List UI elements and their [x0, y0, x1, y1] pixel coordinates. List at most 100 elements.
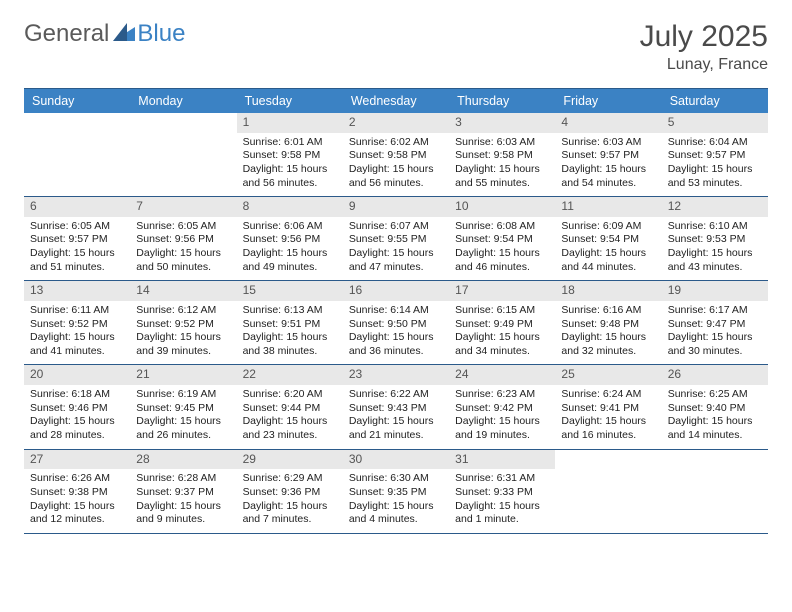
day-number: 16	[343, 281, 449, 301]
header: General Blue July 2025 Lunay, France	[24, 20, 768, 74]
day-cell: 3Sunrise: 6:03 AMSunset: 9:58 PMDaylight…	[449, 113, 555, 196]
day-number: 11	[555, 197, 661, 217]
day-number: 7	[130, 197, 236, 217]
day-cell: 4Sunrise: 6:03 AMSunset: 9:57 PMDaylight…	[555, 113, 661, 196]
day-body: Sunrise: 6:14 AMSunset: 9:50 PMDaylight:…	[343, 301, 449, 365]
day-body: Sunrise: 6:13 AMSunset: 9:51 PMDaylight:…	[237, 301, 343, 365]
day-number	[130, 113, 236, 133]
day-number: 24	[449, 365, 555, 385]
week-row: 27Sunrise: 6:26 AMSunset: 9:38 PMDayligh…	[24, 450, 768, 534]
day-number: 20	[24, 365, 130, 385]
day-header: Sunday	[24, 89, 130, 113]
location: Lunay, France	[640, 56, 768, 74]
day-cell: 19Sunrise: 6:17 AMSunset: 9:47 PMDayligh…	[662, 281, 768, 364]
day-number: 6	[24, 197, 130, 217]
day-number: 17	[449, 281, 555, 301]
day-cell: 7Sunrise: 6:05 AMSunset: 9:56 PMDaylight…	[130, 197, 236, 280]
day-number: 8	[237, 197, 343, 217]
day-number: 13	[24, 281, 130, 301]
day-cell: 5Sunrise: 6:04 AMSunset: 9:57 PMDaylight…	[662, 113, 768, 196]
week-row: 13Sunrise: 6:11 AMSunset: 9:52 PMDayligh…	[24, 281, 768, 365]
day-body: Sunrise: 6:18 AMSunset: 9:46 PMDaylight:…	[24, 385, 130, 449]
day-cell: 28Sunrise: 6:28 AMSunset: 9:37 PMDayligh…	[130, 450, 236, 533]
day-body: Sunrise: 6:20 AMSunset: 9:44 PMDaylight:…	[237, 385, 343, 449]
day-number: 5	[662, 113, 768, 133]
day-header: Wednesday	[343, 89, 449, 113]
day-cell: 1Sunrise: 6:01 AMSunset: 9:58 PMDaylight…	[237, 113, 343, 196]
day-body: Sunrise: 6:07 AMSunset: 9:55 PMDaylight:…	[343, 217, 449, 281]
day-cell: 17Sunrise: 6:15 AMSunset: 9:49 PMDayligh…	[449, 281, 555, 364]
day-cell: 14Sunrise: 6:12 AMSunset: 9:52 PMDayligh…	[130, 281, 236, 364]
day-body: Sunrise: 6:12 AMSunset: 9:52 PMDaylight:…	[130, 301, 236, 365]
week-row: 6Sunrise: 6:05 AMSunset: 9:57 PMDaylight…	[24, 197, 768, 281]
day-cell	[24, 113, 130, 196]
day-body: Sunrise: 6:31 AMSunset: 9:33 PMDaylight:…	[449, 469, 555, 533]
day-cell: 8Sunrise: 6:06 AMSunset: 9:56 PMDaylight…	[237, 197, 343, 280]
day-number: 30	[343, 450, 449, 470]
day-body: Sunrise: 6:15 AMSunset: 9:49 PMDaylight:…	[449, 301, 555, 365]
day-number: 15	[237, 281, 343, 301]
day-number: 3	[449, 113, 555, 133]
day-body: Sunrise: 6:05 AMSunset: 9:56 PMDaylight:…	[130, 217, 236, 281]
day-body: Sunrise: 6:02 AMSunset: 9:58 PMDaylight:…	[343, 133, 449, 197]
day-body: Sunrise: 6:22 AMSunset: 9:43 PMDaylight:…	[343, 385, 449, 449]
calendar: SundayMondayTuesdayWednesdayThursdayFrid…	[24, 88, 768, 534]
day-body: Sunrise: 6:05 AMSunset: 9:57 PMDaylight:…	[24, 217, 130, 281]
day-cell: 11Sunrise: 6:09 AMSunset: 9:54 PMDayligh…	[555, 197, 661, 280]
logo-mark-icon	[113, 23, 135, 46]
day-body: Sunrise: 6:04 AMSunset: 9:57 PMDaylight:…	[662, 133, 768, 197]
day-body: Sunrise: 6:30 AMSunset: 9:35 PMDaylight:…	[343, 469, 449, 533]
day-cell: 18Sunrise: 6:16 AMSunset: 9:48 PMDayligh…	[555, 281, 661, 364]
day-body: Sunrise: 6:24 AMSunset: 9:41 PMDaylight:…	[555, 385, 661, 449]
day-body: Sunrise: 6:16 AMSunset: 9:48 PMDaylight:…	[555, 301, 661, 365]
day-number	[24, 113, 130, 133]
day-body: Sunrise: 6:06 AMSunset: 9:56 PMDaylight:…	[237, 217, 343, 281]
week-row: 20Sunrise: 6:18 AMSunset: 9:46 PMDayligh…	[24, 365, 768, 449]
day-cell: 25Sunrise: 6:24 AMSunset: 9:41 PMDayligh…	[555, 365, 661, 448]
day-number: 12	[662, 197, 768, 217]
logo-text-general: General	[24, 20, 109, 48]
day-body: Sunrise: 6:23 AMSunset: 9:42 PMDaylight:…	[449, 385, 555, 449]
day-header: Friday	[555, 89, 661, 113]
day-body: Sunrise: 6:28 AMSunset: 9:37 PMDaylight:…	[130, 469, 236, 533]
day-number: 31	[449, 450, 555, 470]
day-body: Sunrise: 6:01 AMSunset: 9:58 PMDaylight:…	[237, 133, 343, 197]
day-cell	[130, 113, 236, 196]
day-header-row: SundayMondayTuesdayWednesdayThursdayFrid…	[24, 89, 768, 113]
day-cell: 30Sunrise: 6:30 AMSunset: 9:35 PMDayligh…	[343, 450, 449, 533]
day-cell: 6Sunrise: 6:05 AMSunset: 9:57 PMDaylight…	[24, 197, 130, 280]
day-cell: 22Sunrise: 6:20 AMSunset: 9:44 PMDayligh…	[237, 365, 343, 448]
day-cell: 20Sunrise: 6:18 AMSunset: 9:46 PMDayligh…	[24, 365, 130, 448]
day-number: 27	[24, 450, 130, 470]
day-number: 22	[237, 365, 343, 385]
day-cell: 31Sunrise: 6:31 AMSunset: 9:33 PMDayligh…	[449, 450, 555, 533]
day-body: Sunrise: 6:10 AMSunset: 9:53 PMDaylight:…	[662, 217, 768, 281]
day-number: 26	[662, 365, 768, 385]
day-number: 28	[130, 450, 236, 470]
day-number: 29	[237, 450, 343, 470]
day-cell: 29Sunrise: 6:29 AMSunset: 9:36 PMDayligh…	[237, 450, 343, 533]
title-block: July 2025 Lunay, France	[640, 20, 768, 74]
day-number: 21	[130, 365, 236, 385]
day-cell: 26Sunrise: 6:25 AMSunset: 9:40 PMDayligh…	[662, 365, 768, 448]
day-cell: 2Sunrise: 6:02 AMSunset: 9:58 PMDaylight…	[343, 113, 449, 196]
day-body: Sunrise: 6:09 AMSunset: 9:54 PMDaylight:…	[555, 217, 661, 281]
logo-text-blue: Blue	[137, 20, 185, 48]
day-cell: 27Sunrise: 6:26 AMSunset: 9:38 PMDayligh…	[24, 450, 130, 533]
day-number	[555, 450, 661, 470]
day-cell: 12Sunrise: 6:10 AMSunset: 9:53 PMDayligh…	[662, 197, 768, 280]
day-header: Thursday	[449, 89, 555, 113]
day-body: Sunrise: 6:29 AMSunset: 9:36 PMDaylight:…	[237, 469, 343, 533]
day-cell: 23Sunrise: 6:22 AMSunset: 9:43 PMDayligh…	[343, 365, 449, 448]
day-number: 2	[343, 113, 449, 133]
logo: General Blue	[24, 20, 185, 48]
day-number: 19	[662, 281, 768, 301]
day-cell	[662, 450, 768, 533]
day-header: Saturday	[662, 89, 768, 113]
day-cell: 24Sunrise: 6:23 AMSunset: 9:42 PMDayligh…	[449, 365, 555, 448]
month-year: July 2025	[640, 20, 768, 54]
day-number: 4	[555, 113, 661, 133]
day-cell: 10Sunrise: 6:08 AMSunset: 9:54 PMDayligh…	[449, 197, 555, 280]
day-number: 23	[343, 365, 449, 385]
day-body: Sunrise: 6:25 AMSunset: 9:40 PMDaylight:…	[662, 385, 768, 449]
